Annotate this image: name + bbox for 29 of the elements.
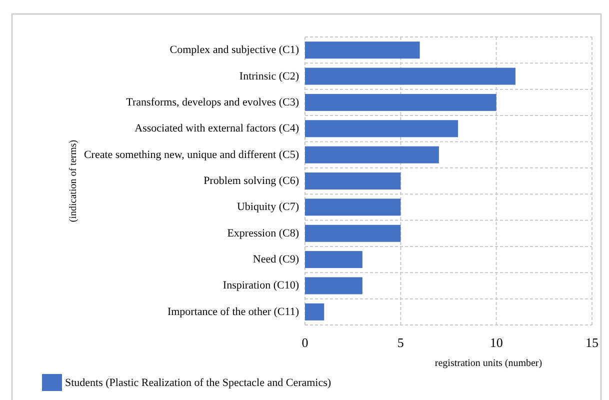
bar xyxy=(305,303,324,320)
y-tick-label: Inspiration (C10) xyxy=(222,280,300,292)
y-tick-label: Create something new, unique and different (C5) xyxy=(84,148,300,161)
bar xyxy=(305,146,439,164)
bar xyxy=(305,94,496,111)
bar xyxy=(305,172,401,190)
y-tick-label: Associated with external factors (C4) xyxy=(134,122,300,135)
bar xyxy=(305,224,401,242)
legend-label: Students (Plastic Realization of the Spectacle and Ceramics) xyxy=(65,377,332,389)
y-tick-label: Ubiquity (C7) xyxy=(236,201,300,214)
x-tick-label: 15 xyxy=(586,335,598,350)
y-axis-title: (indication of terms) xyxy=(68,140,79,222)
x-tick-label: 5 xyxy=(397,335,404,350)
bar xyxy=(305,251,362,268)
y-tick-label: Transforms, develops and evolves (C3) xyxy=(126,96,300,108)
y-tick-label: Complex and subjective (C1) xyxy=(170,44,300,56)
y-tick-label: Intrinsic (C2) xyxy=(239,70,300,82)
x-axis-title: registration units (number) xyxy=(434,358,542,369)
bar xyxy=(305,120,458,138)
x-tick-label: 10 xyxy=(490,335,503,350)
y-tick-label: Expression (C8) xyxy=(227,227,300,240)
x-tick-label: 0 xyxy=(302,335,308,350)
bar xyxy=(305,42,420,59)
y-tick-label: Problem solving (C6) xyxy=(204,175,300,187)
bar xyxy=(305,68,516,85)
y-tick-label: Importance of the other (C11) xyxy=(167,306,300,318)
bar xyxy=(305,277,362,294)
y-tick-label: Need (C9) xyxy=(252,254,300,266)
bar xyxy=(305,198,401,216)
